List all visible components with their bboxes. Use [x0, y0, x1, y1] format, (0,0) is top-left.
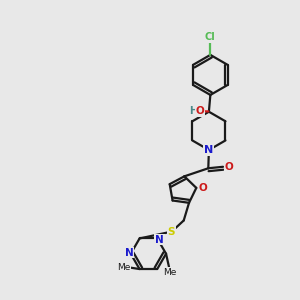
- Text: N: N: [155, 235, 164, 244]
- Text: Me: Me: [117, 263, 130, 272]
- Text: Cl: Cl: [205, 32, 216, 42]
- Text: S: S: [168, 227, 175, 237]
- Text: N: N: [204, 145, 214, 155]
- Text: O: O: [198, 184, 207, 194]
- Text: O: O: [196, 106, 204, 116]
- Text: Me: Me: [163, 268, 176, 277]
- Text: H: H: [189, 106, 197, 116]
- Text: O: O: [224, 162, 233, 172]
- Text: N: N: [125, 248, 134, 258]
